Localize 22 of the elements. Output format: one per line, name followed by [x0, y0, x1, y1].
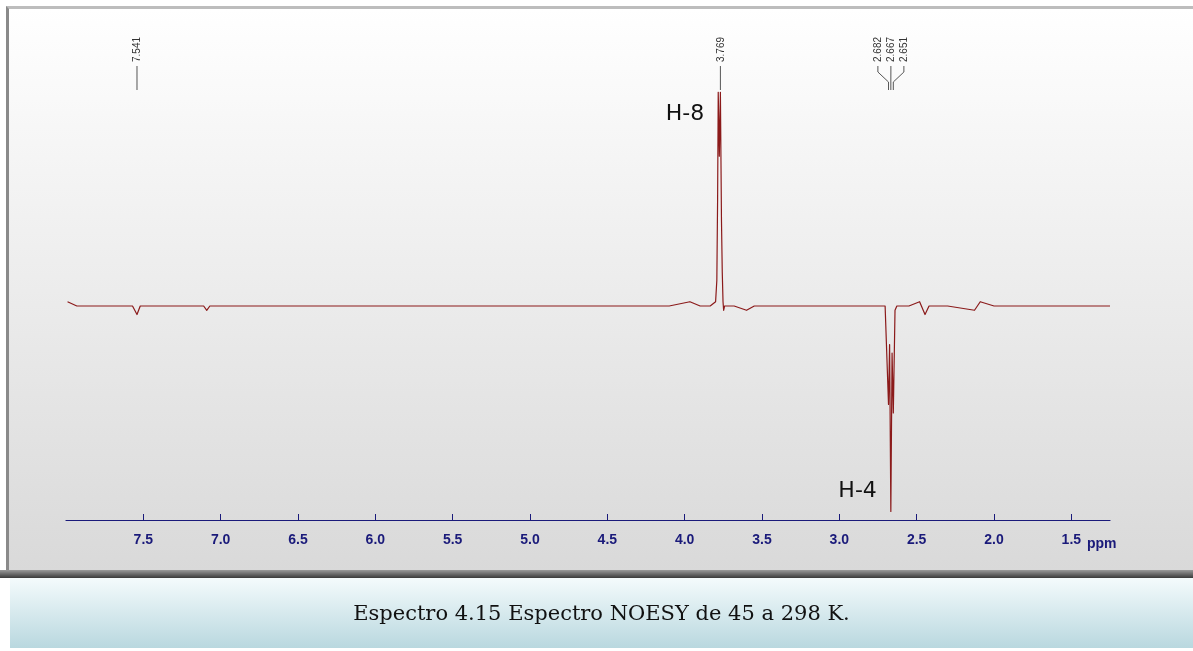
x-tick-label: 3.5 [752, 531, 772, 547]
annotation: 3.769 [714, 36, 726, 62]
annotation: H-8 [665, 99, 705, 125]
annotation: H-4 [838, 476, 877, 502]
x-tick-label: 5.0 [520, 531, 540, 547]
x-tick-label: 7.0 [210, 531, 231, 547]
x-tick-label: 7.5 [133, 531, 154, 547]
x-tick-label: 5.5 [442, 531, 463, 547]
text: Espectro 4.15 Espectro NOESY de 45 a 298 K. [353, 601, 850, 625]
x-tick-label: 3.0 [829, 531, 850, 547]
annotation: 2.682 [872, 36, 884, 62]
x-tick-label: 6.0 [365, 531, 386, 547]
x-tick-label: 2.0 [984, 531, 1004, 547]
x-tick-label: 4.0 [674, 531, 695, 547]
annotation: 7.541 [131, 36, 143, 62]
x-axis-title: ppm [1086, 535, 1117, 551]
x-tick-label: 2.5 [906, 531, 927, 547]
annotation: 2.651 [898, 36, 910, 62]
x-tick-label: 4.5 [597, 531, 618, 547]
annotation: 2.667 [885, 36, 897, 62]
x-tick-label: 1.5 [1061, 531, 1082, 547]
x-tick-label: 6.5 [288, 531, 308, 547]
